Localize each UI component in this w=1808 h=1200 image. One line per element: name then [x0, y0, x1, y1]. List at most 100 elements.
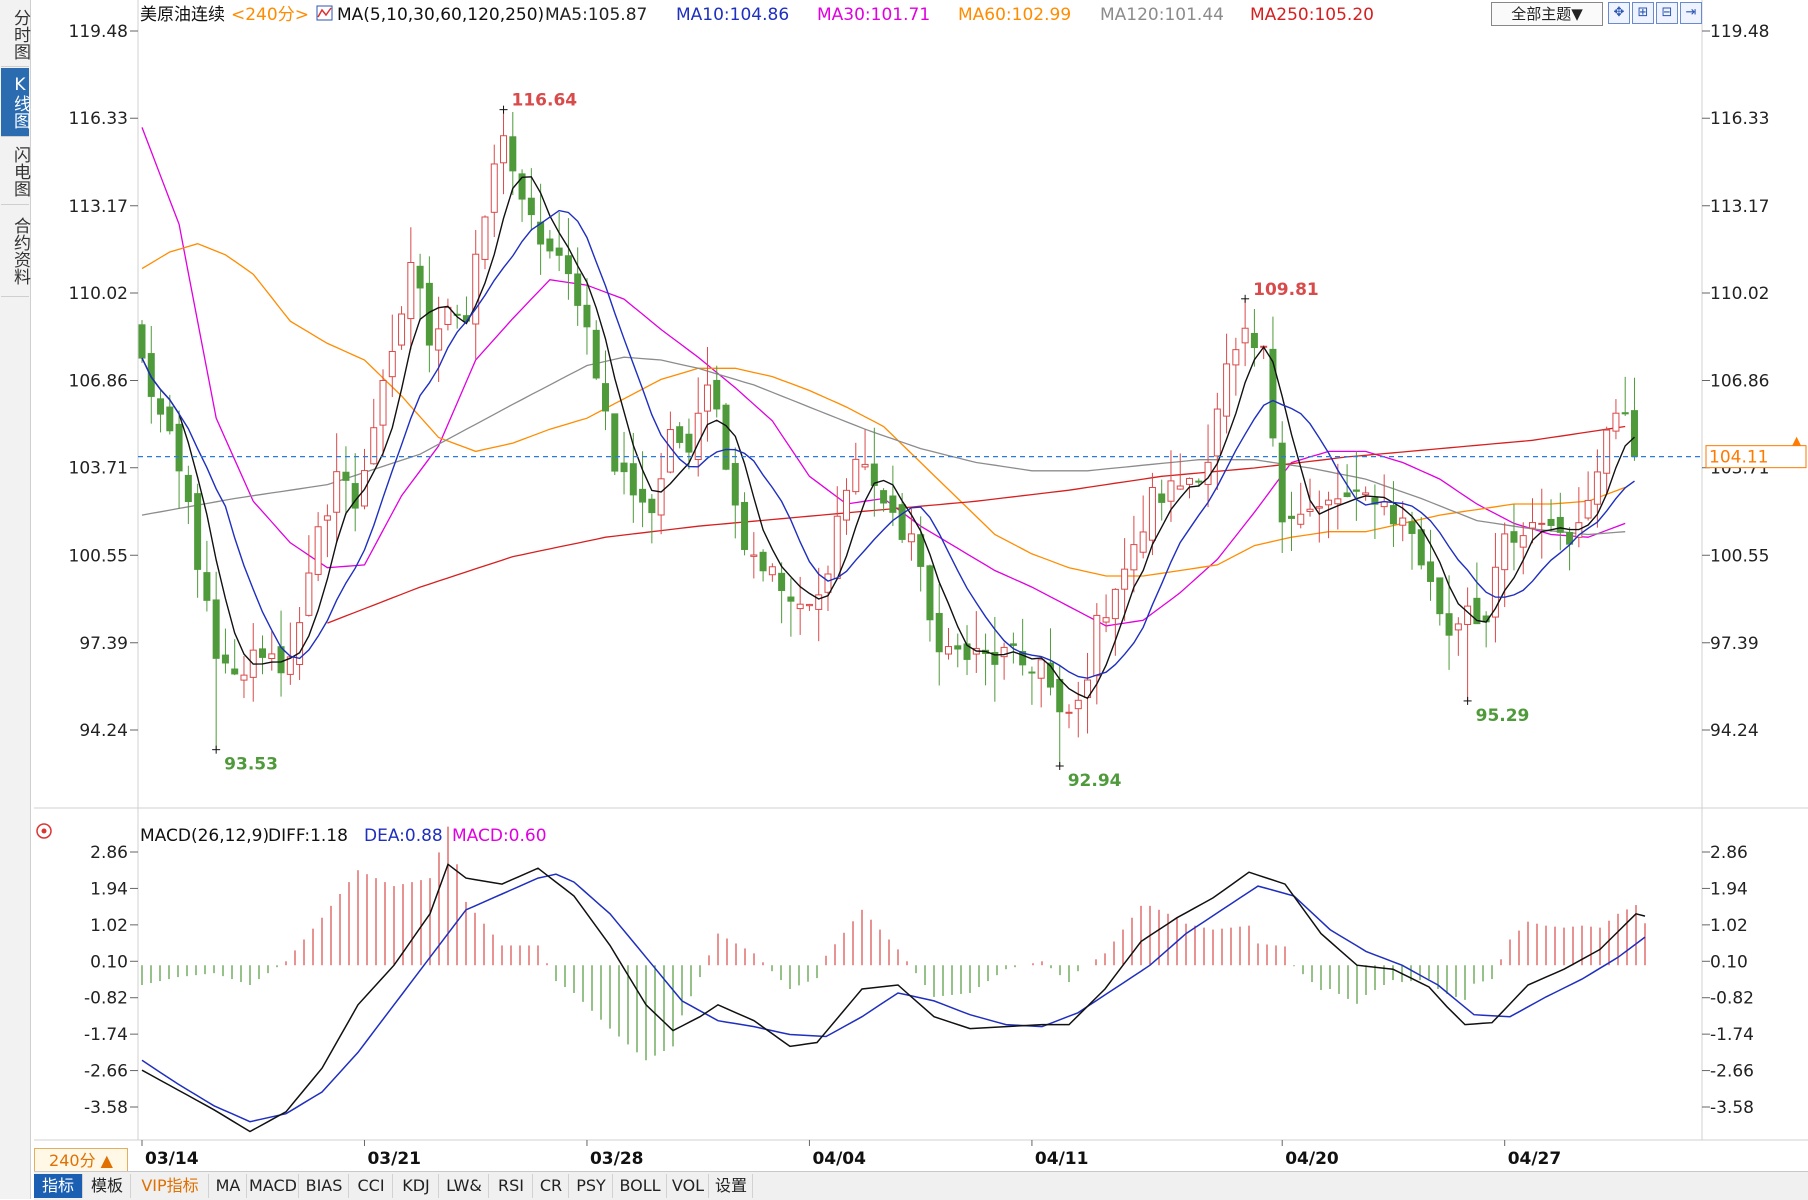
current-price-marker-icon: ▲: [1792, 434, 1802, 448]
indicator-settings-icon[interactable]: [36, 823, 52, 839]
price-axis-label-left: 103.71: [69, 459, 128, 479]
candle-body: [323, 515, 331, 521]
indicator-tab-6[interactable]: CCI: [350, 1174, 393, 1198]
date-axis-label: 04/11: [1035, 1149, 1089, 1169]
date-axis-label: 03/14: [145, 1149, 199, 1169]
candle-body: [1454, 623, 1462, 631]
candle-body: [1529, 522, 1536, 529]
price-axis-label-left: 116.33: [69, 109, 128, 129]
extreme-annotation: 95.29: [1476, 706, 1530, 726]
candle-body: [147, 353, 155, 397]
theme-select-button[interactable]: 全部主题▼: [1491, 2, 1603, 26]
candle-body: [722, 404, 730, 470]
indicator-tab-bar: 指标 模板 VIP指标 MA MACD BIAS CCI KDJ LW& RSI CR PSY BOLL…: [34, 1171, 1808, 1200]
candle-body: [1278, 442, 1286, 523]
macd-axis-label-right: -1.74: [1710, 1025, 1754, 1045]
candle-body: [1250, 332, 1258, 349]
indicator-tab-11[interactable]: PSY: [570, 1174, 613, 1198]
indicator-tab-13[interactable]: VOL: [668, 1174, 709, 1198]
period-select-button[interactable]: 240分 ▲: [34, 1148, 128, 1174]
candle-body: [1445, 613, 1453, 636]
candle-body: [1186, 477, 1194, 485]
candle-body: [500, 135, 508, 164]
candle-body: [1195, 480, 1203, 483]
candle-body: [1130, 544, 1138, 571]
date-axis-label: 03/21: [367, 1149, 421, 1169]
candle-body: [1000, 646, 1008, 658]
side-tab-flash-chart[interactable]: 闪电图: [1, 138, 30, 205]
indicator-tab-5[interactable]: BIAS: [300, 1174, 349, 1198]
candle-body: [1232, 349, 1240, 366]
macd-axis-label-right: 0.10: [1710, 952, 1748, 972]
candle-body: [342, 471, 350, 481]
candle-body: [1334, 498, 1342, 505]
period-tag[interactable]: <240分>: [231, 5, 309, 25]
indicator-tab-1[interactable]: 模板: [84, 1174, 131, 1198]
candle-body: [657, 478, 665, 516]
candle-body: [416, 265, 424, 289]
candle-body: [1325, 499, 1333, 506]
candle-body: [1473, 597, 1481, 625]
candle-body: [1111, 588, 1119, 620]
crosshair-tool-icon[interactable]: ✥: [1608, 2, 1630, 24]
indicator-tab-7[interactable]: KDJ: [394, 1174, 439, 1198]
candle-body: [861, 463, 869, 468]
price-axis-label-right: 119.48: [1710, 22, 1769, 42]
candle-body: [231, 668, 239, 675]
candle-body: [1417, 529, 1425, 566]
side-tab-k-line[interactable]: K线图: [1, 68, 30, 137]
candle-body: [509, 136, 517, 172]
candle-body: [703, 384, 711, 412]
indicator-tab-0[interactable]: 指标: [34, 1174, 83, 1198]
ma30-value: MA30:101.71: [817, 5, 930, 25]
candle-body: [843, 489, 851, 521]
side-tab-contract-info[interactable]: 合约资料: [1, 206, 30, 297]
zoom-out-icon[interactable]: ⊟: [1656, 2, 1678, 24]
price-axis-label-left: 100.55: [69, 546, 128, 566]
candle-body: [240, 674, 248, 681]
price-axis-label-right: 94.24: [1710, 721, 1759, 741]
scroll-right-icon[interactable]: ⇥: [1680, 2, 1702, 24]
price-axis-label-right: 100.55: [1710, 546, 1769, 566]
candle-body: [1584, 499, 1592, 519]
ma-line-ma250: [327, 425, 1626, 624]
candle-body: [1056, 678, 1064, 713]
indicator-tab-10[interactable]: CR: [534, 1174, 569, 1198]
candle-body: [203, 572, 211, 601]
candle-body: [629, 463, 637, 496]
candle-body: [639, 488, 647, 503]
candle-body: [166, 406, 174, 432]
candle-body: [1306, 508, 1314, 512]
indicator-tab-14[interactable]: 设置: [710, 1174, 753, 1198]
indicator-tab-4[interactable]: MACD: [248, 1174, 299, 1198]
candle-body: [1547, 518, 1555, 526]
macd-diff: DIFF:1.18: [268, 826, 348, 846]
indicator-tab-3[interactable]: MA: [210, 1174, 247, 1198]
candle-body: [1287, 515, 1295, 519]
current-price-label: 104.11: [1709, 448, 1768, 468]
candle-body: [453, 313, 461, 316]
indicator-tab-9[interactable]: RSI: [490, 1174, 533, 1198]
indicator-tab-8[interactable]: LW&: [440, 1174, 489, 1198]
candle-body: [944, 646, 952, 655]
candle-body: [1139, 531, 1147, 553]
date-axis-label: 03/28: [590, 1149, 644, 1169]
zoom-in-icon[interactable]: ⊞: [1632, 2, 1654, 24]
side-tab-time-chart[interactable]: 分时图: [1, 2, 30, 67]
macd-axis-label-right: -3.58: [1710, 1098, 1754, 1118]
candle-body: [212, 599, 220, 659]
indicator-tab-12[interactable]: BOLL: [614, 1174, 667, 1198]
extreme-annotation: 116.64: [512, 91, 578, 111]
indicator-tab-2[interactable]: VIP指标: [132, 1174, 209, 1198]
candle-body: [1510, 531, 1518, 543]
candle-body: [435, 328, 443, 351]
candle-body: [1556, 516, 1564, 533]
ma10-value: MA10:104.86: [676, 5, 789, 25]
candle-body: [824, 573, 832, 593]
price-axis-label-right: 116.33: [1710, 109, 1769, 129]
candle-body: [194, 493, 202, 570]
macd-axis-label-left: 1.94: [90, 879, 128, 899]
price-axis-label-right: 113.17: [1710, 197, 1769, 217]
candle-body: [1121, 568, 1129, 590]
